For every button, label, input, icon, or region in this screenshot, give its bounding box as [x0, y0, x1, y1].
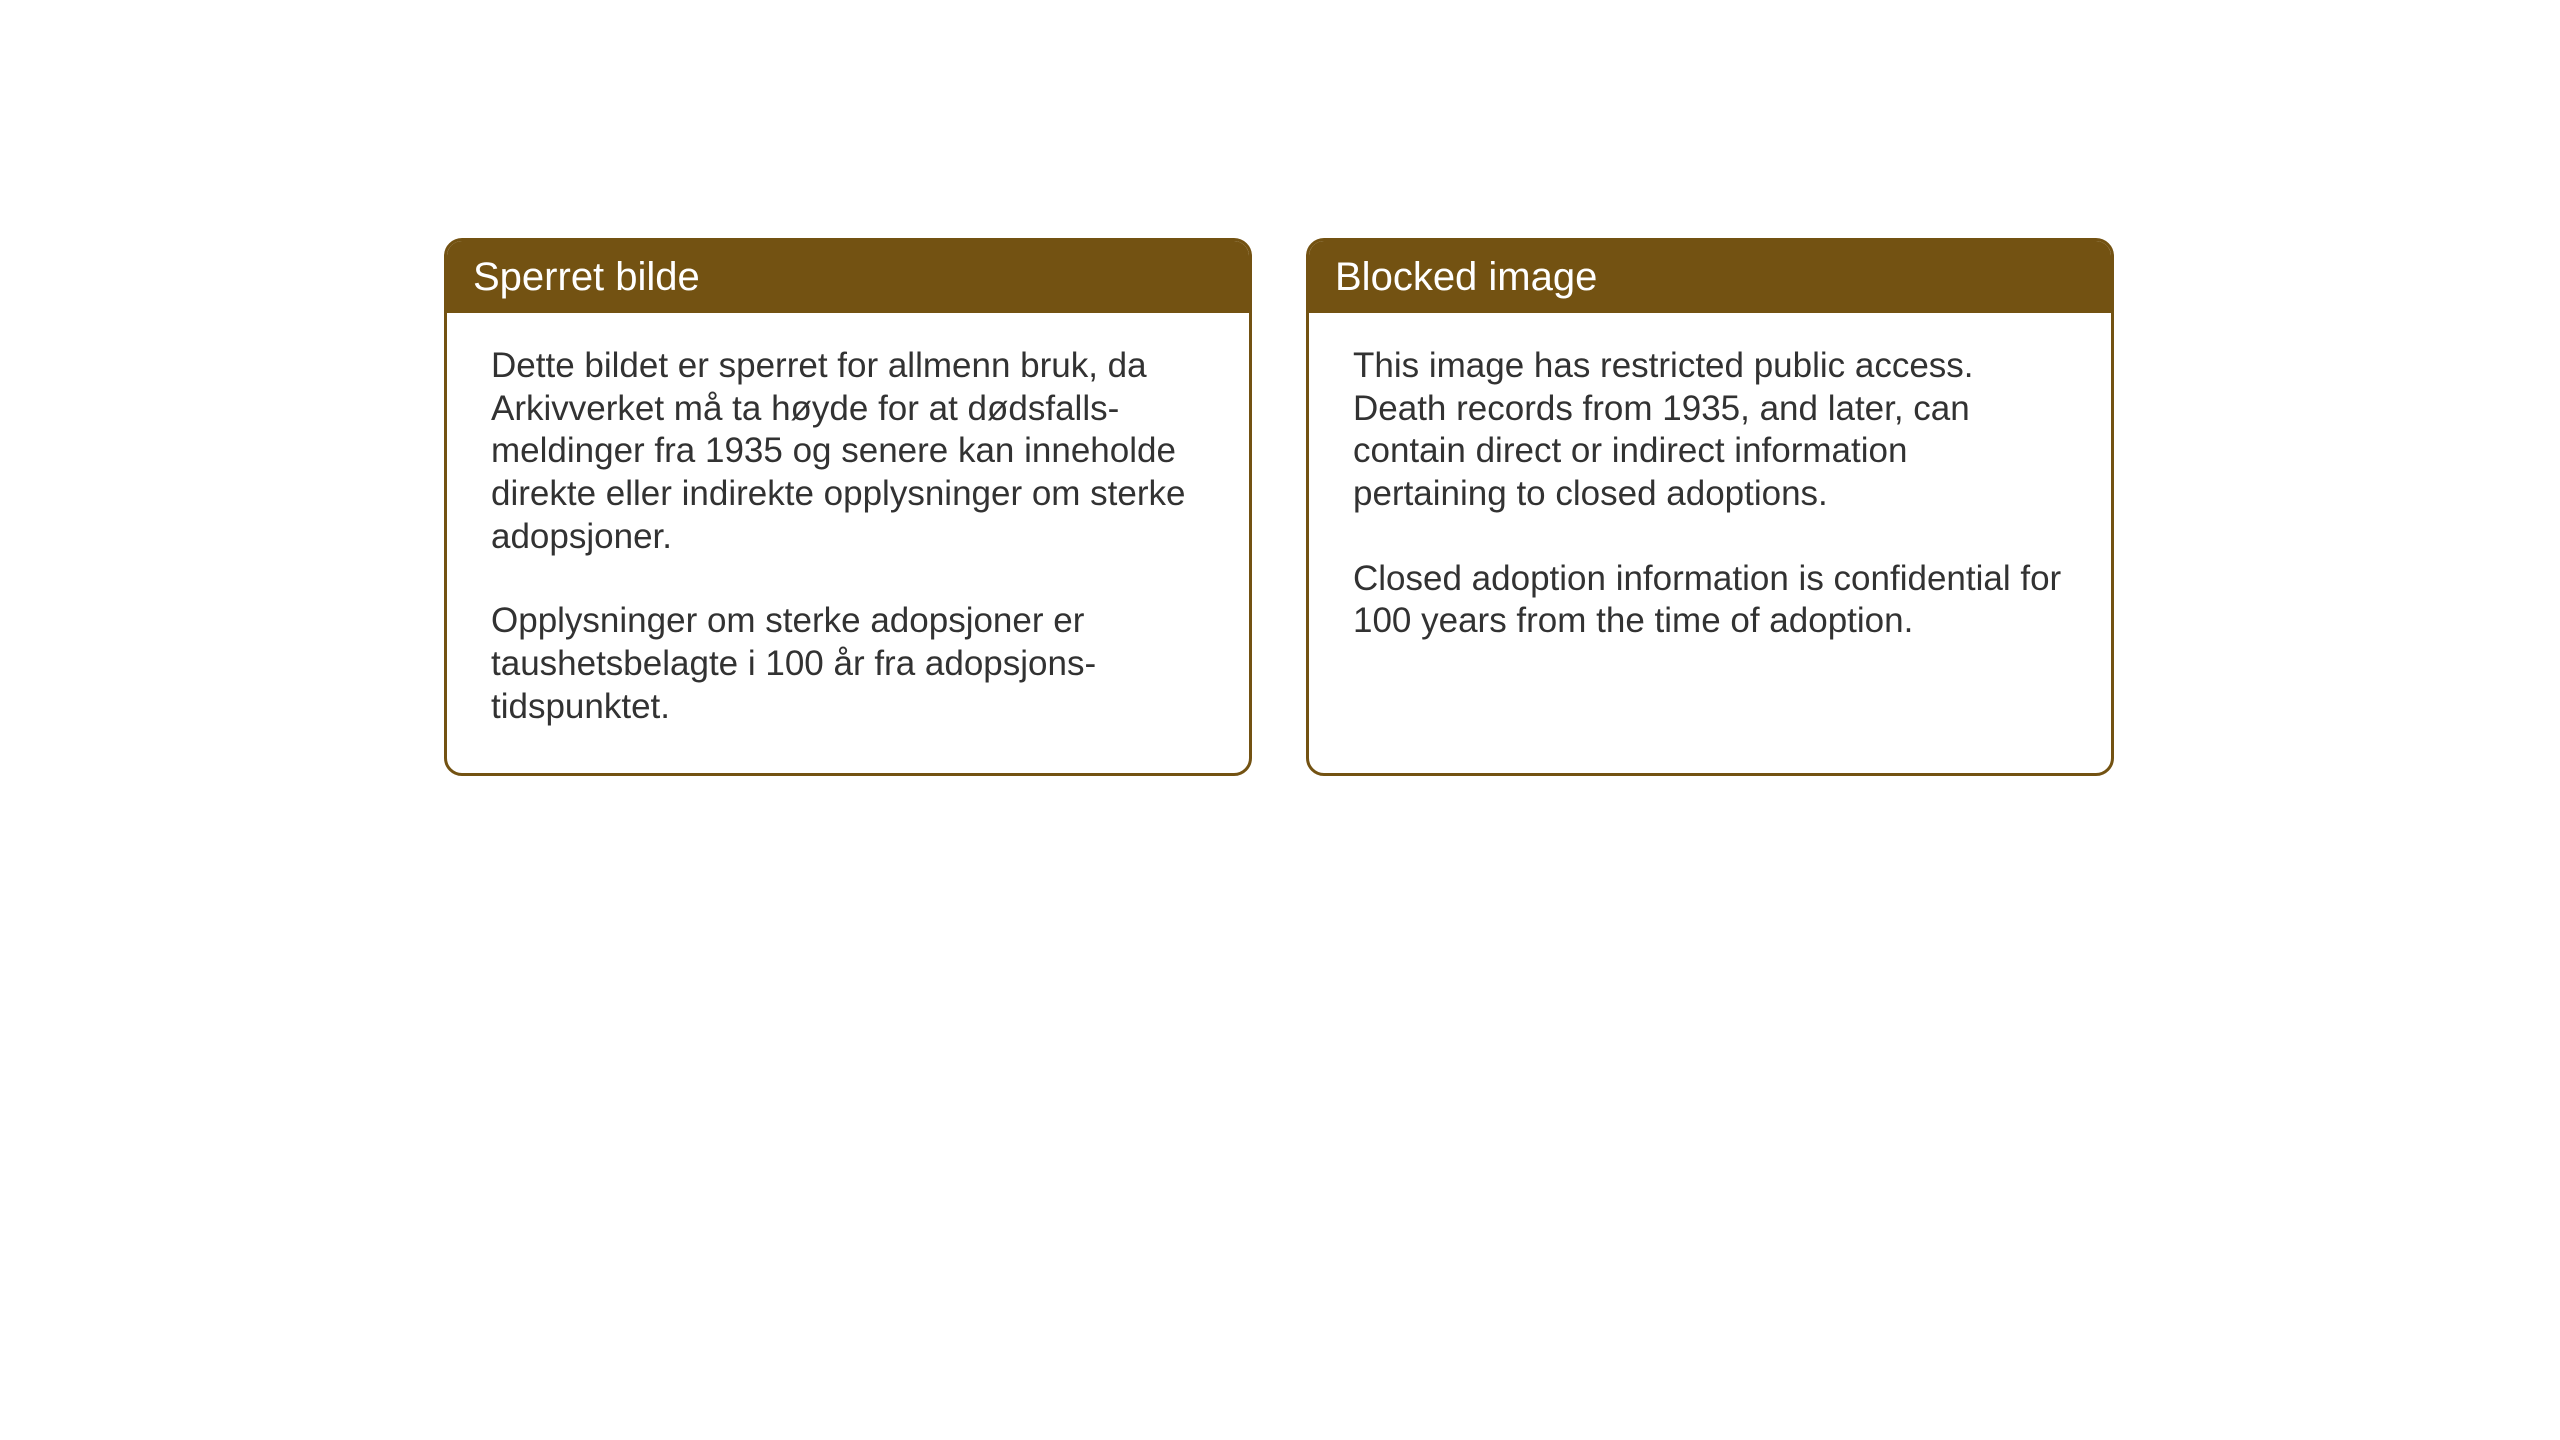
english-card: Blocked image This image has restricted …: [1306, 238, 2114, 776]
english-paragraph-1: This image has restricted public access.…: [1353, 345, 2067, 516]
norwegian-paragraph-1: Dette bildet er sperret for allmenn bruk…: [491, 345, 1205, 558]
norwegian-card: Sperret bilde Dette bildet er sperret fo…: [444, 238, 1252, 776]
norwegian-paragraph-2: Opplysninger om sterke adopsjoner er tau…: [491, 600, 1205, 728]
norwegian-card-body: Dette bildet er sperret for allmenn bruk…: [447, 313, 1249, 773]
english-paragraph-2: Closed adoption information is confident…: [1353, 558, 2067, 643]
norwegian-card-header: Sperret bilde: [447, 241, 1249, 313]
english-card-header: Blocked image: [1309, 241, 2111, 313]
english-card-body: This image has restricted public access.…: [1309, 313, 2111, 719]
cards-container: Sperret bilde Dette bildet er sperret fo…: [444, 238, 2114, 776]
